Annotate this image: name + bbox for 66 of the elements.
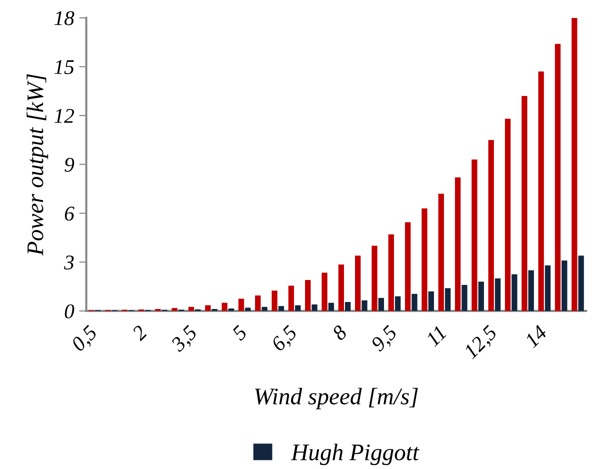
bar [538,72,544,311]
x-tick-label: 3,5 [170,324,200,355]
bar [522,96,528,311]
y-tick-label: 6 [64,206,74,221]
bar [305,280,311,311]
x-axis-title: Wind speed [m/s] [255,388,418,410]
y-tick-label: 3 [64,256,74,270]
bar [444,288,451,311]
bar [512,274,518,311]
bar [554,44,561,311]
bar [312,304,318,311]
bar [372,246,378,311]
legend-label: Hugh Piggott [290,444,420,466]
y-tick-label: 18 [54,11,74,26]
bar [188,306,194,311]
bar [378,298,384,311]
bar [295,305,301,311]
bar [388,234,394,311]
x-tick-label: 12,5 [462,324,500,362]
bar [404,222,411,311]
bar [272,290,278,311]
bar [245,308,251,311]
bar [322,272,328,311]
bar [345,302,351,311]
x-tick-label: 11 [425,326,446,348]
bar [338,264,344,311]
bar [494,278,501,311]
bar [472,160,478,311]
bar [238,298,244,311]
bar [422,208,428,311]
x-tick-label: 14 [524,324,548,348]
x-tick-label: 0,5 [70,324,100,354]
bar [454,177,461,311]
bar [562,260,568,311]
bar [488,140,494,311]
y-tick-label: 9 [64,158,74,172]
bar [255,295,261,311]
bar [362,300,368,311]
bar [205,305,211,311]
x-tick-label: 6,5 [270,324,300,354]
y-tick-label: 0 [64,304,74,318]
bar [355,256,361,311]
bar [222,302,228,311]
x-tick-label: 2 [131,324,148,342]
bar [278,306,284,311]
bar [412,294,418,311]
y-tick-label: 12 [54,108,74,123]
bar [172,308,178,311]
bar [262,306,268,311]
x-tick-label: 5 [231,324,248,342]
bar [428,291,434,311]
bar [528,270,534,311]
bar [394,296,401,311]
bar [288,286,294,311]
x-tick-label: 9,5 [370,324,400,354]
y-axis-title: Power output [kW] [26,74,48,256]
y-tick-label: 15 [54,60,74,74]
x-tick-label: 8 [331,324,348,342]
bar [578,256,584,311]
bar [462,284,468,311]
bar [438,194,444,311]
bar [504,118,511,311]
bar [328,302,334,311]
bar [478,282,484,311]
bar [544,265,551,311]
bar [572,18,578,311]
